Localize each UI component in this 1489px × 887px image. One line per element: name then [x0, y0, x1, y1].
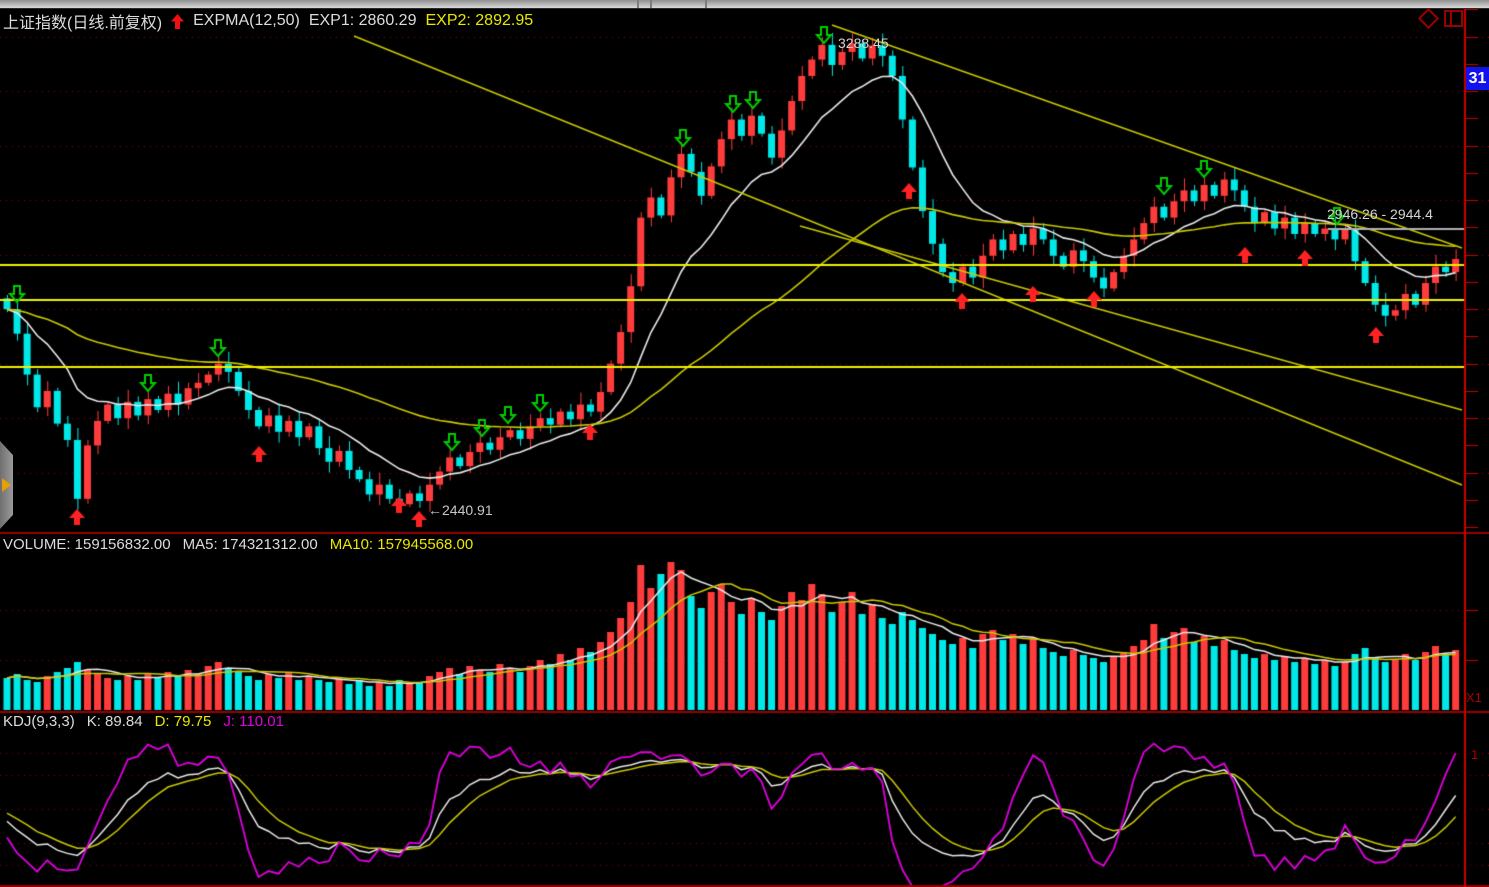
split-window-icon[interactable]	[1444, 10, 1463, 27]
diamond-tool-icon[interactable]	[1417, 7, 1440, 30]
kdj-header: KDJ(9,3,3) K: 89.84 D: 79.75 J: 110.01	[3, 713, 284, 730]
annotation-trough: ←2440.91	[428, 502, 493, 518]
exp1-value: EXP1: 2860.29	[308, 12, 417, 29]
x1-label: X1	[1466, 690, 1482, 705]
axis-partial-label: 1	[1471, 747, 1479, 762]
kdj-k-value: K: 89.84	[86, 713, 143, 730]
volume-ma10-value: MA10: 157945568.00	[329, 536, 474, 553]
toolbar-strip-edge	[0, 0, 1489, 9]
drawer-arrow-icon	[2, 478, 11, 492]
indicator-label: EXPMA(12,50)	[193, 12, 300, 29]
chart-header: 上证指数(日线.前复权) EXPMA(12,50) EXP1: 2860.29 …	[3, 9, 533, 33]
kdj-j-value: J: 110.01	[223, 713, 284, 730]
volume-header: VOLUME: 159156832.00 MA5: 174321312.00 M…	[3, 536, 473, 553]
annotation-peak: 3288.45	[838, 35, 889, 51]
kdj-d-value: D: 79.75	[154, 713, 212, 730]
toolbar-separator	[705, 0, 707, 8]
drawer-handle[interactable]	[0, 441, 13, 529]
volume-ma5-value: MA5: 174321312.00	[182, 536, 318, 553]
annotation-gap: 2946.26 - 2944.4	[1327, 206, 1433, 222]
split-window-pane	[1446, 12, 1452, 25]
exp2-value: EXP2: 2892.95	[425, 12, 534, 29]
kdj-label: KDJ(9,3,3)	[3, 713, 75, 730]
volume-value: VOLUME: 159156832.00	[3, 536, 171, 553]
instrument-title: 上证指数(日线.前复权)	[3, 15, 163, 32]
up-arrow-icon	[171, 13, 185, 29]
price-axis-badge: 31	[1466, 67, 1489, 90]
toolbar-separator	[650, 0, 652, 8]
header-tools	[1417, 7, 1463, 30]
toolbar-separator	[637, 0, 639, 8]
